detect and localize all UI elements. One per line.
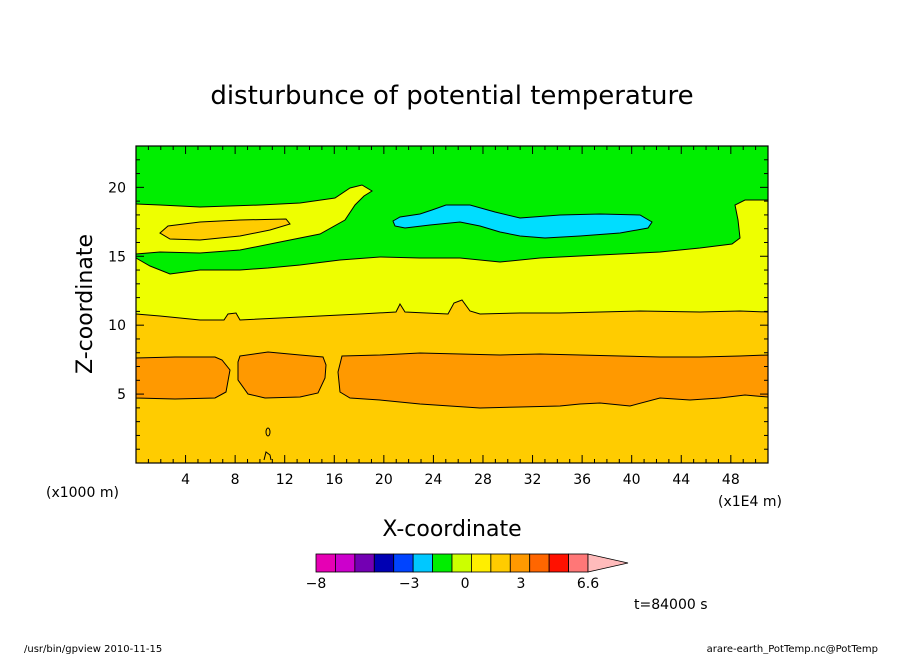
x-tick-label: 48 xyxy=(722,472,740,488)
colorbar-swatch xyxy=(335,553,356,573)
colorbar-swatch xyxy=(451,553,472,573)
y-axis: 5 10 15 20 xyxy=(108,145,768,464)
colorbar-arrow xyxy=(587,553,629,573)
x-axis-unit: (x1E4 m) xyxy=(718,494,782,510)
region-orange xyxy=(135,356,231,400)
colorbar: −8 −3 0 3 6.6 xyxy=(306,553,629,592)
plot-area xyxy=(135,145,769,464)
colorbar-label: 3 xyxy=(516,576,525,592)
colorbar-label: −8 xyxy=(306,576,327,592)
footer-left: /usr/bin/gpview 2010-11-15 xyxy=(24,644,162,654)
x-tick-label: 20 xyxy=(375,472,393,488)
x-tick-label: 16 xyxy=(325,472,343,488)
time-label: t=84000 s xyxy=(634,597,708,613)
region-cyan xyxy=(392,204,653,239)
colorbar-swatch xyxy=(393,553,414,573)
x-axis: 4 8 12 16 20 24 28 32 36 40 44 48 xyxy=(135,146,769,488)
colorbar-swatch xyxy=(509,553,531,573)
x-tick-label: 8 xyxy=(231,472,240,488)
colorbar-swatch xyxy=(315,553,336,573)
y-tick-label: 5 xyxy=(117,387,126,403)
colorbar-swatch xyxy=(471,553,492,573)
colorbar-swatch xyxy=(529,553,550,573)
y-tick-label: 10 xyxy=(108,318,126,334)
y-axis-unit: (x1000 m) xyxy=(46,485,119,501)
colorbar-swatch xyxy=(373,553,395,573)
x-tick-label: 12 xyxy=(276,472,294,488)
x-tick-label: 32 xyxy=(524,472,542,488)
colorbar-label: −3 xyxy=(399,576,420,592)
y-tick-label: 20 xyxy=(108,180,126,196)
x-tick-label: 36 xyxy=(573,472,591,488)
colorbar-swatch xyxy=(432,553,453,573)
colorbar-swatch xyxy=(568,553,589,573)
x-tick-label: 24 xyxy=(424,472,442,488)
x-axis-title: X-coordinate xyxy=(382,517,521,542)
region-orange xyxy=(337,352,769,409)
colorbar-swatch xyxy=(354,553,375,573)
colorbar-swatch xyxy=(490,553,511,573)
colorbar-label: 0 xyxy=(461,576,470,592)
y-axis-title: Z-coordinate xyxy=(73,234,98,374)
region-orange xyxy=(237,351,327,399)
colorbar-swatch xyxy=(548,553,569,573)
colorbar-label: 6.6 xyxy=(577,576,599,592)
chart-title: disturbunce of potential temperature xyxy=(210,81,693,111)
region-yellow-lens xyxy=(159,218,291,241)
y-tick-label: 15 xyxy=(108,249,126,265)
colorbar-swatch xyxy=(412,553,433,573)
x-tick-label: 4 xyxy=(181,472,190,488)
x-tick-label: 44 xyxy=(672,472,690,488)
footer-right: arare-earth_PotTemp.nc@PotTemp xyxy=(707,644,878,654)
x-tick-label: 40 xyxy=(623,472,641,488)
x-tick-label: 28 xyxy=(474,472,492,488)
